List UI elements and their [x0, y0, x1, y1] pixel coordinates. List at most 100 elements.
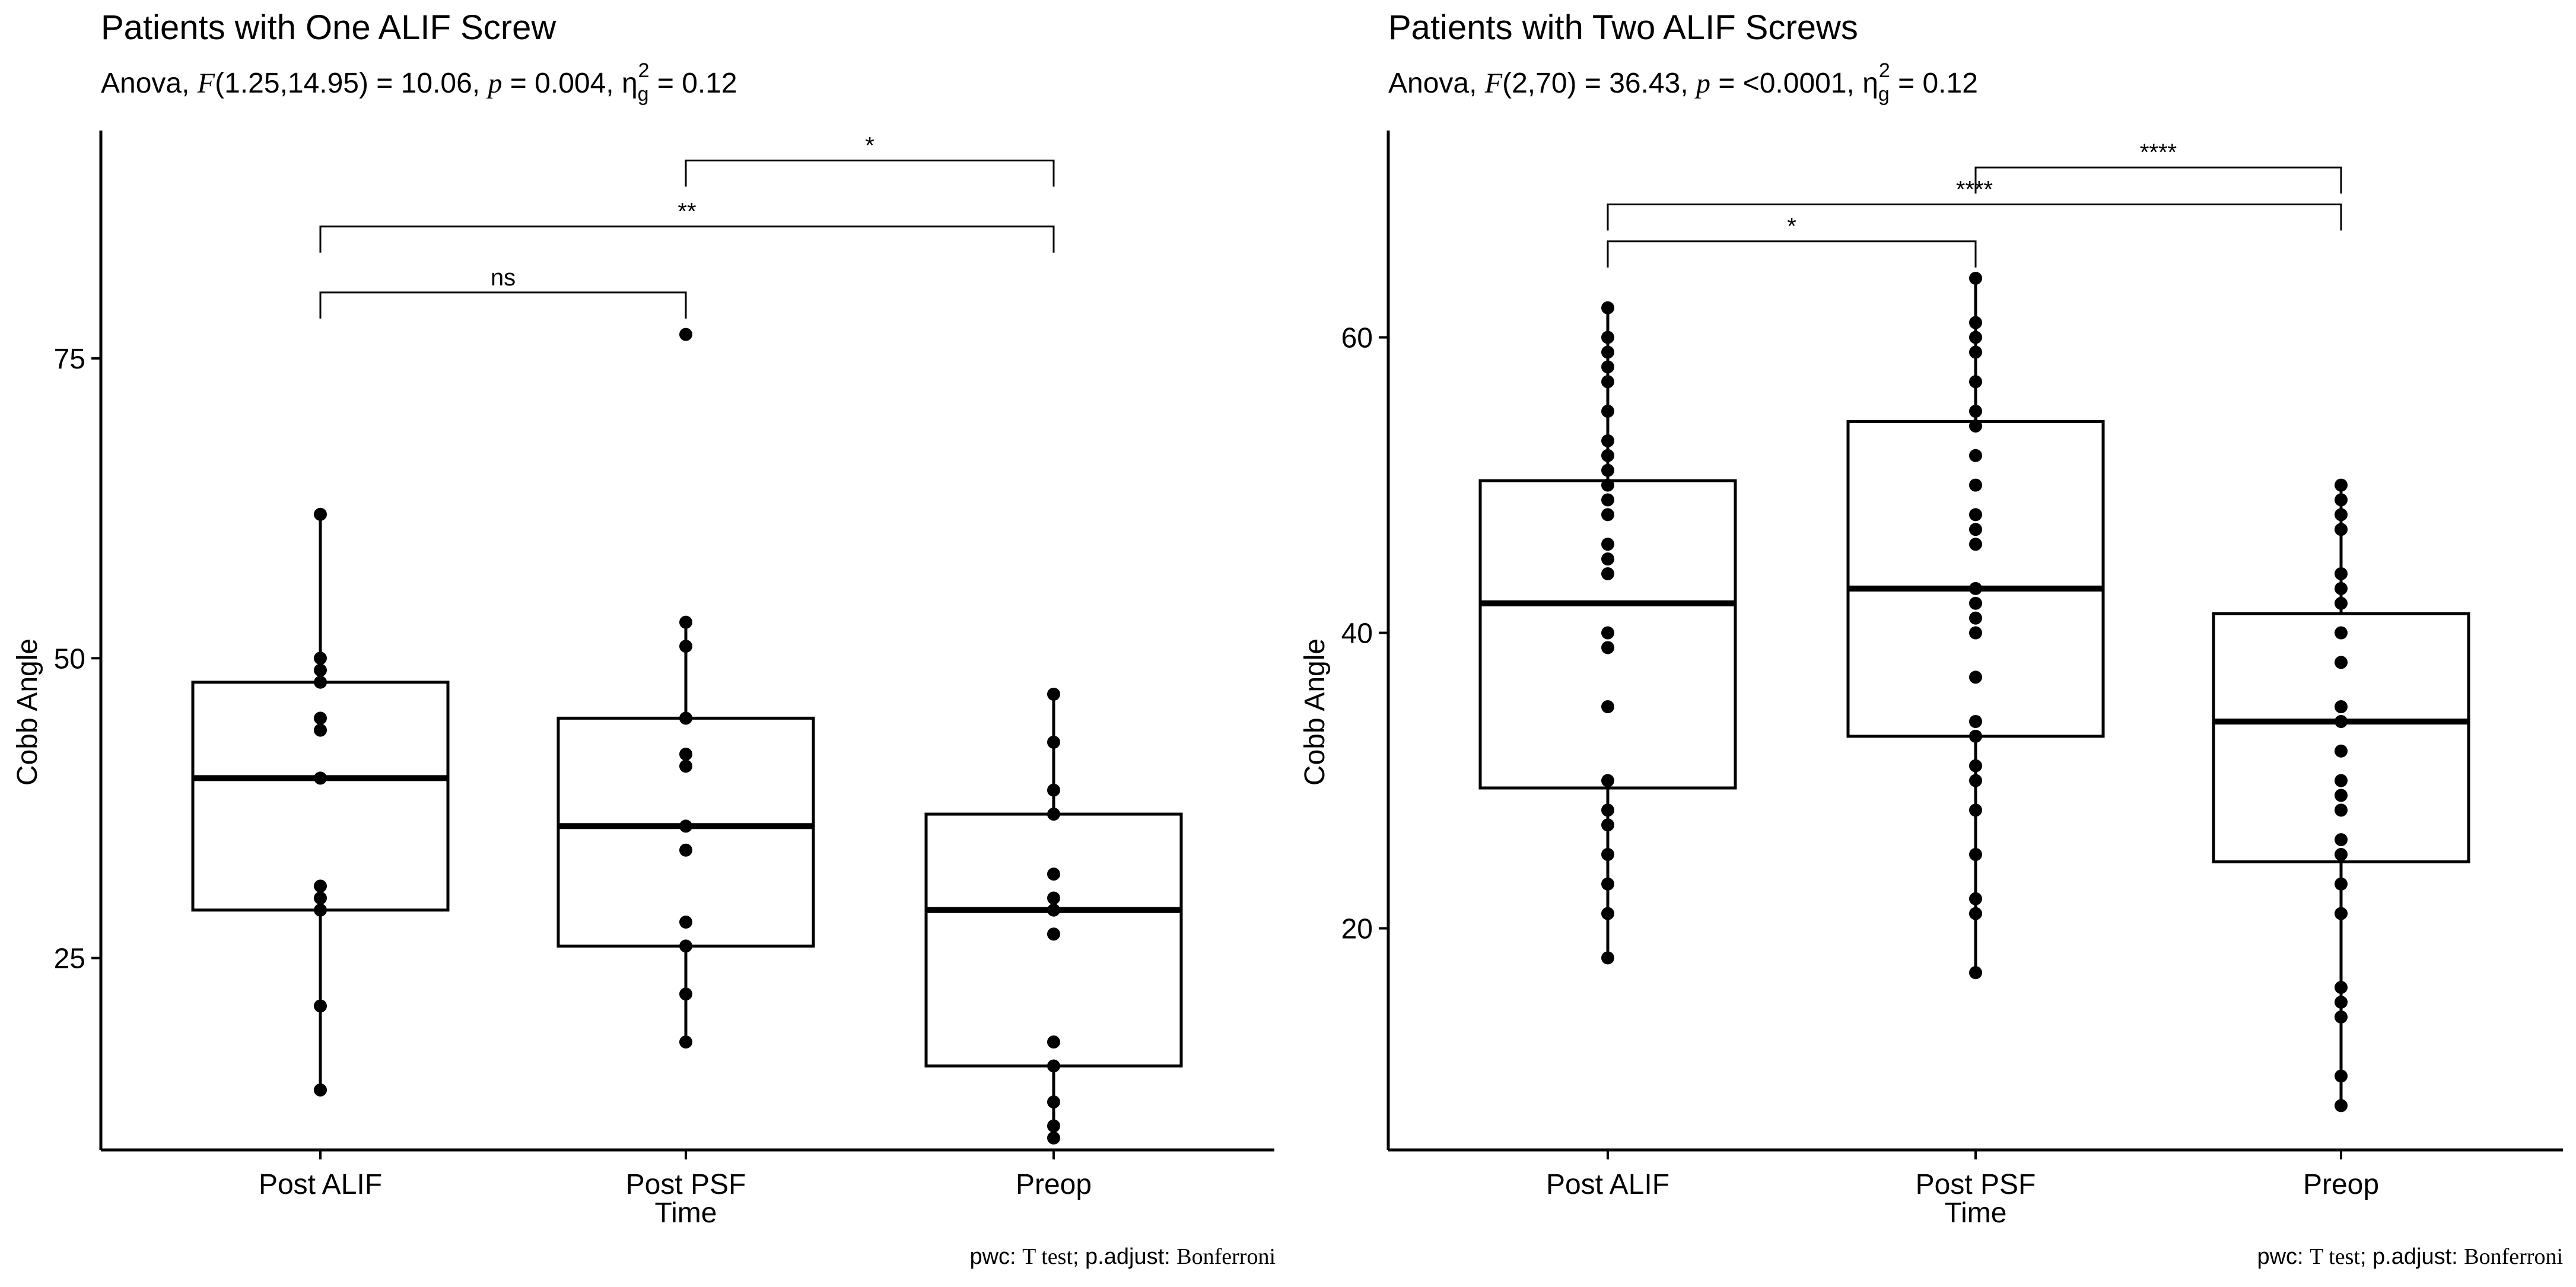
- data-point: [2335, 833, 2348, 847]
- x-tick-label: Preop: [1016, 1169, 1092, 1200]
- data-point: [1601, 405, 1614, 418]
- x-tick-label: Post PSF: [626, 1169, 746, 1200]
- significance-bracket: [685, 160, 1055, 187]
- data-point: [1047, 1035, 1060, 1049]
- x-axis-label: Time: [655, 1197, 717, 1229]
- data-point: [1969, 449, 1982, 462]
- box: [1846, 420, 2105, 738]
- data-point: [314, 663, 327, 677]
- significance-bracket: [319, 291, 687, 319]
- data-point: [1601, 774, 1614, 787]
- data-point: [679, 819, 692, 833]
- data-point: [1969, 892, 1982, 905]
- data-point: [1601, 641, 1614, 654]
- y-axis-label: Cobb Angle: [1299, 638, 1331, 786]
- data-point: [679, 915, 692, 929]
- data-point: [1047, 867, 1060, 881]
- data-point: [1047, 735, 1060, 749]
- data-point: [679, 640, 692, 653]
- data-point: [1601, 345, 1614, 359]
- data-point: [2335, 803, 2348, 817]
- data-point: [2335, 1010, 2348, 1024]
- data-point: [2335, 1069, 2348, 1083]
- data-point: [1601, 907, 1614, 920]
- data-point: [1601, 803, 1614, 817]
- data-point: [679, 615, 692, 629]
- data-point: [1601, 626, 1614, 640]
- data-point: [1601, 818, 1614, 832]
- data-point: [1601, 552, 1614, 566]
- panel-subtitle: Anova, F(1.25,14.95) = 10.06, p = 0.004,…: [101, 59, 737, 106]
- caption: pwc: T test; p.adjust: Bonferroni: [2257, 1244, 2563, 1269]
- data-point: [1969, 848, 1982, 862]
- data-point: [2335, 981, 2348, 994]
- data-point: [1969, 419, 1982, 433]
- panel-title: Patients with One ALIF Screw: [101, 8, 556, 47]
- data-point: [679, 939, 692, 953]
- data-point: [1601, 375, 1614, 389]
- data-point: [2335, 596, 2348, 610]
- data-point: [1047, 1059, 1060, 1073]
- data-point: [2335, 656, 2348, 669]
- data-point: [2335, 996, 2348, 1009]
- data-point: [679, 328, 692, 341]
- data-point: [1969, 508, 1982, 522]
- data-point: [1047, 903, 1060, 917]
- significance-label: *: [865, 133, 874, 159]
- x-tick-label: Post ALIF: [1546, 1169, 1669, 1200]
- panel-two-alif-screws: Patients with Two ALIF Screws Anova, F(2…: [1299, 8, 2563, 1269]
- data-point: [314, 507, 327, 521]
- data-point: [1969, 670, 1982, 684]
- data-point: [1969, 626, 1982, 640]
- data-point: [2335, 848, 2348, 862]
- data-point: [679, 987, 692, 1001]
- box: [2212, 612, 2470, 863]
- data-point: [314, 1083, 327, 1097]
- data-point: [1969, 729, 1982, 743]
- data-point: [1601, 951, 1614, 965]
- y-tick-label: 20: [1341, 914, 1373, 945]
- data-point: [314, 903, 327, 917]
- data-point: [2335, 744, 2348, 758]
- data-point: [1601, 700, 1614, 714]
- data-point: [1601, 331, 1614, 344]
- data-point: [679, 748, 692, 761]
- y-tick-label: 25: [54, 943, 85, 975]
- data-point: [2335, 567, 2348, 580]
- data-point: [1969, 405, 1982, 418]
- y-axis-label: Cobb Angle: [12, 638, 43, 786]
- data-point: [2335, 877, 2348, 891]
- data-point: [314, 771, 327, 785]
- data-point: [1047, 1119, 1060, 1133]
- y-tick-label: 40: [1341, 618, 1373, 650]
- data-point: [1969, 966, 1982, 980]
- y-tick-label: 60: [1341, 323, 1373, 354]
- significance-label: ****: [2140, 139, 2177, 166]
- data-point: [314, 879, 327, 893]
- data-point: [1969, 478, 1982, 492]
- data-point: [2335, 907, 2348, 920]
- data-point: [679, 711, 692, 725]
- data-point: [2335, 581, 2348, 595]
- significance-label: ****: [1956, 176, 1993, 202]
- x-tick-label: Post ALIF: [259, 1169, 382, 1200]
- data-point: [1601, 478, 1614, 492]
- significance-bracket: [1607, 203, 2342, 231]
- data-point: [1601, 434, 1614, 447]
- data-point: [1969, 581, 1982, 595]
- data-point: [1969, 523, 1982, 536]
- data-point: [679, 760, 692, 773]
- data-point: [1969, 538, 1982, 551]
- data-point: [1601, 538, 1614, 551]
- data-point: [1047, 687, 1060, 701]
- data-point: [314, 723, 327, 737]
- data-point: [2335, 478, 2348, 492]
- data-point: [2335, 1099, 2348, 1113]
- data-point: [1601, 493, 1614, 507]
- significance-label: ns: [491, 265, 516, 291]
- data-point: [1601, 848, 1614, 862]
- data-point: [1969, 759, 1982, 773]
- data-point: [1969, 611, 1982, 625]
- data-point: [2335, 508, 2348, 522]
